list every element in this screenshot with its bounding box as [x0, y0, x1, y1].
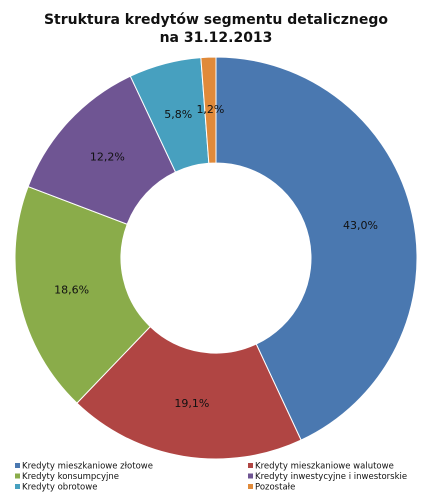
legend-label: Kredyty mieszkaniowe złotowe — [22, 462, 153, 472]
legend-swatch — [248, 463, 253, 468]
chart-title: Struktura kredytów segmentu detalicznego — [44, 12, 388, 28]
legend-label: Kredyty konsumpcyjne — [22, 472, 119, 482]
legend-swatch — [15, 484, 20, 489]
legend-label: Pozostałe — [255, 483, 295, 493]
legend-label: Kredyty inwestycyjne i inwestorskie — [255, 472, 407, 482]
chart-subtitle: na 31.12.2013 — [160, 30, 273, 46]
legend-swatch — [15, 463, 20, 468]
legend-swatch — [15, 473, 20, 479]
data-label: 19,1% — [174, 397, 209, 410]
data-label: 18,6% — [54, 284, 89, 297]
donut-slice — [14, 185, 151, 404]
data-label: 5,8% — [164, 108, 192, 121]
donut-slice — [215, 56, 418, 441]
legend-label: Kredyty obrotowe — [22, 483, 97, 493]
data-label: 43,0% — [343, 219, 378, 232]
donut-slice — [76, 325, 302, 460]
donut-slice — [200, 56, 217, 164]
data-label: 1,2% — [196, 103, 224, 116]
donut-slice — [27, 75, 177, 225]
legend-swatch — [248, 484, 253, 489]
legend-label: Kredyty mieszkaniowe walutowe — [255, 462, 394, 472]
legend-swatch — [248, 473, 253, 479]
data-label: 12,2% — [90, 150, 125, 163]
